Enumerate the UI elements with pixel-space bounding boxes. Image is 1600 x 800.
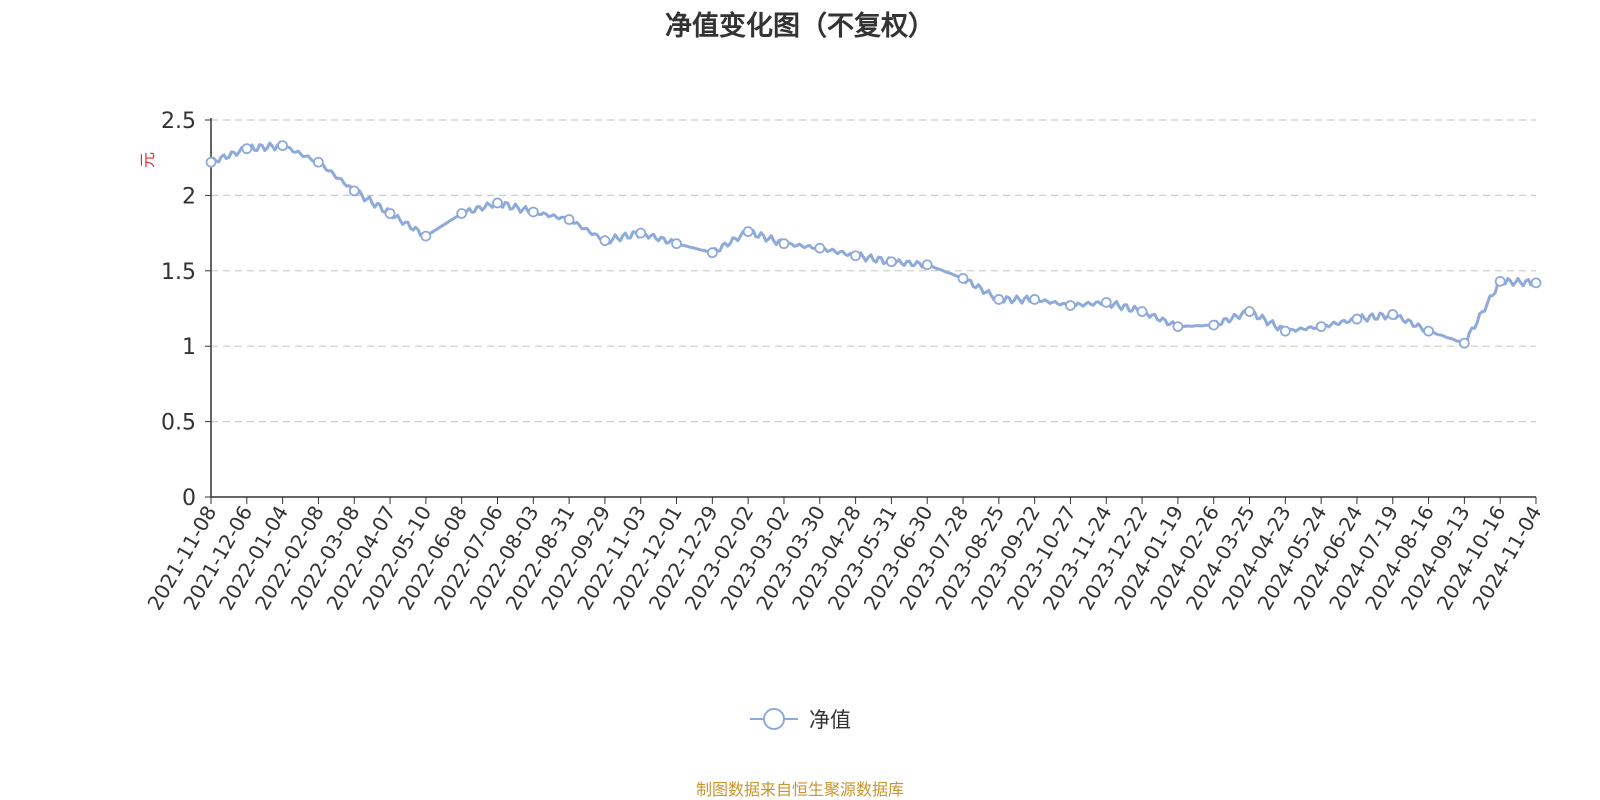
point-layer xyxy=(205,140,1542,349)
data-point[interactable] xyxy=(241,143,253,155)
data-point[interactable] xyxy=(348,185,360,197)
data-point[interactable] xyxy=(742,226,754,237)
legend-label: 净值 xyxy=(809,708,851,732)
data-point[interactable] xyxy=(993,294,1005,305)
data-point[interactable] xyxy=(1100,297,1112,308)
data-point[interactable] xyxy=(420,230,432,242)
data-point[interactable] xyxy=(492,197,503,209)
data-point[interactable] xyxy=(277,140,289,152)
data-point[interactable] xyxy=(1279,325,1291,337)
data-point[interactable] xyxy=(1029,294,1041,305)
data-point[interactable] xyxy=(456,208,468,219)
data-point[interactable] xyxy=(1244,306,1255,317)
legend-marker-icon xyxy=(750,708,798,730)
data-point[interactable] xyxy=(1136,306,1148,317)
y-axis-label: 元 xyxy=(138,152,157,168)
chart-title: 净值变化图（不复权） xyxy=(665,11,935,42)
data-point[interactable] xyxy=(599,235,611,247)
data-point[interactable] xyxy=(850,250,861,262)
data-point[interactable] xyxy=(1458,337,1470,349)
data-point[interactable] xyxy=(205,156,217,168)
data-point[interactable] xyxy=(635,227,647,239)
data-point[interactable] xyxy=(706,247,718,259)
series-line-nav xyxy=(209,140,1537,347)
data-point[interactable] xyxy=(778,238,790,250)
data-point[interactable] xyxy=(1387,309,1399,320)
y-tick-label: 2 xyxy=(182,184,196,209)
data-point[interactable] xyxy=(957,272,969,284)
legend[interactable]: 净值 xyxy=(0,704,1600,734)
y-tick-label: 1 xyxy=(182,335,196,360)
data-point[interactable] xyxy=(671,238,682,250)
data-point[interactable] xyxy=(384,208,396,219)
y-tick-label: 2.5 xyxy=(161,109,196,134)
grid-layer xyxy=(211,119,1536,423)
data-point[interactable] xyxy=(1530,277,1542,289)
data-point[interactable] xyxy=(1172,321,1184,332)
data-point[interactable] xyxy=(1315,321,1327,332)
axis-layer: 00.511.522.52021-11-082021-12-062022-01-… xyxy=(142,109,1546,614)
y-tick-label: 0.5 xyxy=(161,411,196,436)
y-tick-label: 1.5 xyxy=(161,260,196,285)
data-point[interactable] xyxy=(814,242,826,254)
data-point[interactable] xyxy=(527,206,539,218)
source-note: 制图数据来自恒生聚源数据库 xyxy=(695,780,904,799)
data-point[interactable] xyxy=(1423,325,1434,337)
data-point[interactable] xyxy=(1494,275,1506,287)
data-point[interactable] xyxy=(313,156,324,168)
line-layer xyxy=(209,140,1537,347)
data-point[interactable] xyxy=(921,259,933,271)
data-point[interactable] xyxy=(1351,313,1363,325)
data-point[interactable] xyxy=(886,256,897,268)
y-tick-label: 0 xyxy=(182,486,196,511)
data-point[interactable] xyxy=(1208,319,1220,331)
chart-svg: 00.511.522.52021-11-082021-12-062022-01-… xyxy=(138,109,1546,614)
data-point[interactable] xyxy=(1065,300,1076,311)
data-point[interactable] xyxy=(563,214,575,225)
